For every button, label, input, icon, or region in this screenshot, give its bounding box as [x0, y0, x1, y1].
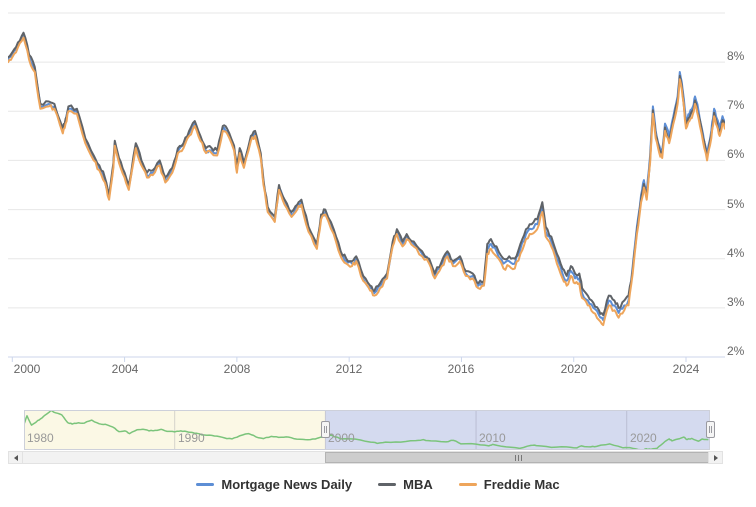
scrollbar-left-button[interactable] [9, 452, 23, 463]
scrollbar-thumb[interactable] [325, 452, 711, 463]
legend-label: MBA [403, 477, 433, 492]
x-axis-label: 2008 [223, 362, 251, 376]
legend-label: Mortgage News Daily [221, 477, 353, 492]
x-axis-label: 2020 [560, 362, 588, 376]
legend: Mortgage News Daily MBA Freddie Mac [0, 477, 756, 492]
scrollbar-grip-icon [514, 454, 516, 461]
y-axis-label: 8% [727, 49, 745, 63]
navigator-axis-label: 1990 [178, 431, 205, 445]
series-line-mba[interactable] [8, 31, 726, 317]
main-chart-plot[interactable] [0, 0, 756, 406]
navigator-right-handle[interactable] [706, 421, 715, 438]
y-axis-label: 6% [727, 147, 745, 161]
legend-item-freddie-mac[interactable]: Freddie Mac [458, 477, 560, 492]
x-axis-label: 2004 [111, 362, 139, 376]
scrollbar-left-arrow-icon [13, 454, 18, 461]
navigator-mask-selected[interactable] [325, 410, 710, 450]
series-line-freddie-mac[interactable] [8, 36, 726, 327]
scrollbar-right-button[interactable] [708, 452, 722, 463]
x-axis-label: 2024 [672, 362, 700, 376]
y-axis-label: 3% [727, 295, 745, 309]
x-axis-label: 2016 [447, 362, 475, 376]
navigator-axis-label: 2000 [328, 431, 355, 445]
y-axis-label: 2% [727, 344, 745, 358]
x-axis-label: 2012 [335, 362, 363, 376]
navigator-axis-label: 2020 [630, 431, 657, 445]
navigator-axis-label: 2010 [479, 431, 506, 445]
legend-marker-mba [378, 483, 397, 486]
y-axis-label: 4% [727, 246, 745, 260]
navigator-left-handle[interactable] [321, 421, 331, 438]
scrollbar-right-arrow-icon [713, 454, 718, 461]
scrollbar-grip-icon [520, 454, 522, 461]
series-line-mortgage-news-daily[interactable] [8, 34, 726, 322]
navigator-plot[interactable] [24, 410, 710, 450]
navigator[interactable]: 1980 1990 2000 2010 2020 [24, 410, 710, 450]
scrollbar-grip-icon [517, 454, 519, 461]
legend-label: Freddie Mac [483, 477, 560, 492]
legend-marker-freddie-mac [458, 483, 477, 486]
legend-marker-mortgage-news-daily [196, 483, 215, 486]
legend-item-mba[interactable]: MBA [378, 477, 433, 492]
navigator-series-line [24, 410, 709, 450]
y-axis-label: 5% [727, 197, 745, 211]
y-axis-label: 7% [727, 98, 745, 112]
navigator-mask-outside[interactable] [24, 410, 326, 450]
x-axis-label: 2000 [13, 362, 41, 376]
legend-item-mortgage-news-daily[interactable]: Mortgage News Daily [196, 477, 352, 492]
navigator-axis-label: 1980 [27, 431, 54, 445]
scrollbar[interactable] [8, 451, 723, 464]
